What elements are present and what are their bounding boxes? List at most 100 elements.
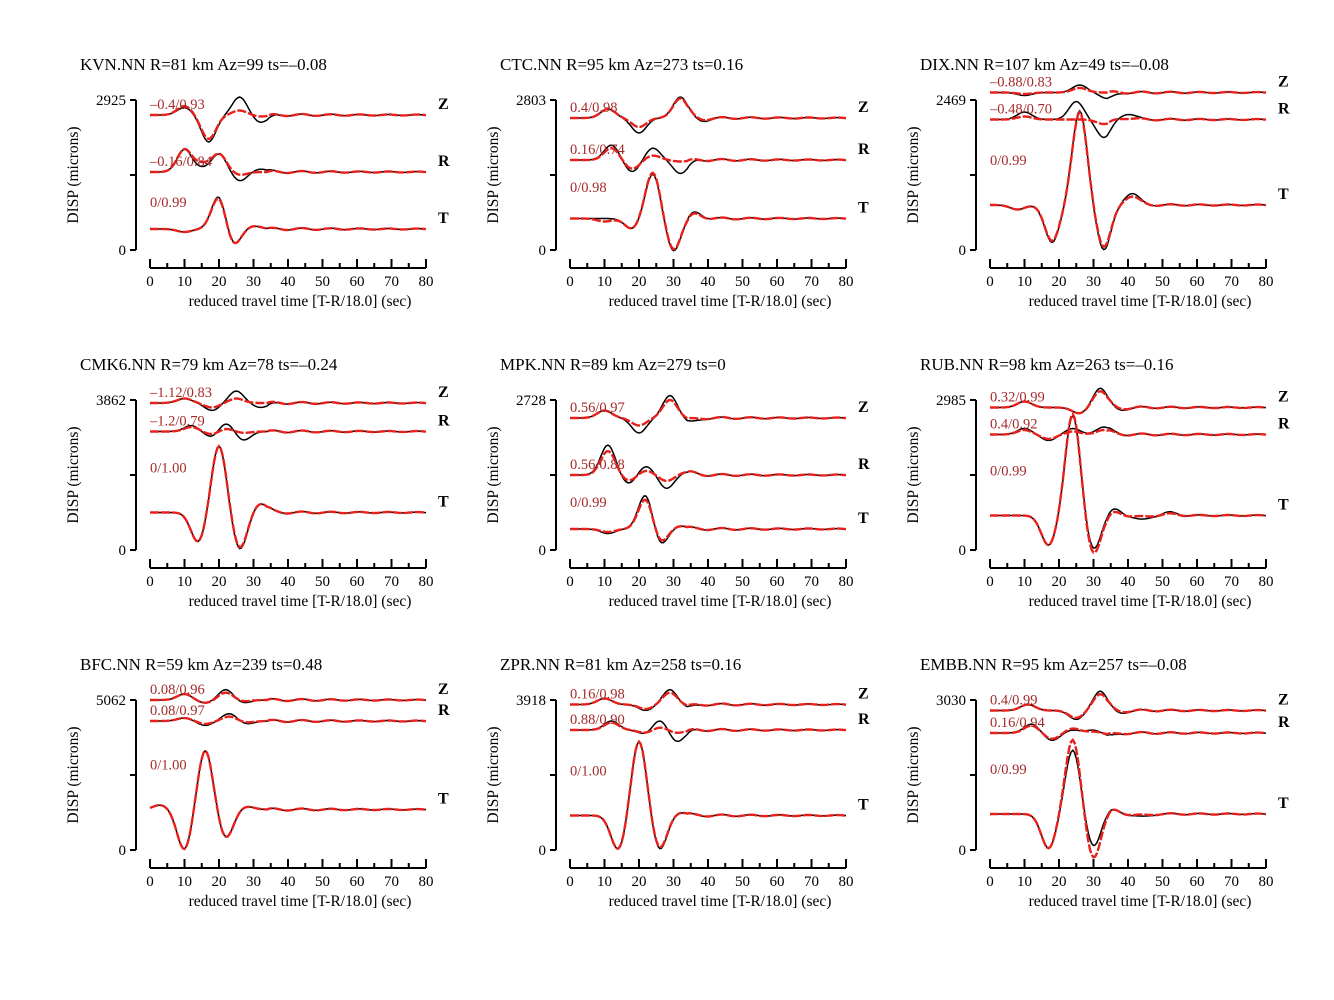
x-tick-label: 70 bbox=[804, 574, 819, 590]
x-tick-label: 80 bbox=[839, 574, 854, 590]
x-axis-label: reduced travel time [T-R/18.0] (sec) bbox=[1029, 893, 1252, 910]
panel-title: EMBB.NN R=95 km Az=257 ts=–0.08 bbox=[920, 655, 1187, 674]
fit-annotation: 0/1.00 bbox=[150, 461, 187, 477]
component-label: R bbox=[438, 702, 450, 719]
x-axis-label: reduced travel time [T-R/18.0] (sec) bbox=[189, 893, 412, 910]
x-tick-label: 20 bbox=[212, 874, 227, 890]
observed-trace-T bbox=[149, 749, 427, 850]
fit-annotation: 0.32/0.99 bbox=[990, 390, 1045, 406]
x-tick-label: 80 bbox=[419, 274, 434, 290]
fit-annotation: 0.08/0.96 bbox=[150, 682, 205, 698]
y-tick-label-min: 0 bbox=[959, 543, 967, 559]
component-label: R bbox=[438, 413, 450, 430]
component-label: Z bbox=[858, 99, 869, 116]
component-label: T bbox=[438, 494, 449, 511]
x-tick-label: 60 bbox=[1190, 874, 1205, 890]
x-axis-label: reduced travel time [T-R/18.0] (sec) bbox=[189, 593, 412, 610]
y-tick-label-min: 0 bbox=[539, 543, 547, 559]
x-tick-label: 70 bbox=[804, 274, 819, 290]
x-tick-label: 10 bbox=[177, 574, 192, 590]
fit-annotation: 0.08/0.97 bbox=[150, 703, 205, 719]
synthetic-trace-R bbox=[990, 115, 1267, 126]
x-tick-label: 60 bbox=[1190, 274, 1205, 290]
synthetic-trace-Z bbox=[150, 397, 427, 409]
x-tick-label: 60 bbox=[770, 574, 785, 590]
x-tick-label: 40 bbox=[281, 274, 296, 290]
synthetic-trace-T bbox=[150, 444, 427, 549]
x-tick-label: 50 bbox=[735, 574, 750, 590]
synthetic-trace-Z bbox=[990, 692, 1267, 720]
y-tick-label-min: 0 bbox=[119, 843, 127, 859]
component-label: R bbox=[858, 456, 870, 473]
fit-annotation: 0/0.99 bbox=[570, 495, 607, 511]
x-tick-label: 0 bbox=[986, 874, 994, 890]
panel-title: BFC.NN R=59 km Az=239 ts=0.48 bbox=[80, 655, 322, 674]
synthetic-trace-Z bbox=[990, 389, 1267, 415]
x-tick-label: 60 bbox=[770, 874, 785, 890]
x-tick-label: 0 bbox=[986, 574, 994, 590]
component-label: Z bbox=[438, 384, 449, 401]
x-tick-label: 30 bbox=[666, 274, 681, 290]
fit-annotation: –1.12/0.83 bbox=[149, 385, 212, 401]
synthetic-trace-T bbox=[150, 197, 427, 245]
component-label: T bbox=[858, 797, 869, 814]
x-tick-label: 50 bbox=[315, 574, 330, 590]
fit-annotation: 0/0.99 bbox=[990, 762, 1027, 778]
observed-trace-T bbox=[990, 109, 1267, 251]
x-tick-label: 40 bbox=[1121, 874, 1136, 890]
y-axis-label: DISP (microns) bbox=[485, 426, 502, 523]
component-label: Z bbox=[858, 399, 869, 416]
fit-annotation: 0.4/0.98 bbox=[570, 100, 618, 116]
synthetic-trace-Z bbox=[570, 691, 847, 711]
x-tick-label: 50 bbox=[1155, 574, 1170, 590]
component-label: R bbox=[1278, 101, 1290, 118]
y-tick-label-max: 2728 bbox=[516, 393, 546, 409]
x-tick-label: 60 bbox=[350, 874, 365, 890]
panel-2: CTC.NN R=95 km Az=273 ts=0.16 2803 0 DISP (… bbox=[485, 55, 870, 310]
fit-annotation: 0/1.00 bbox=[150, 758, 187, 774]
x-tick-label: 80 bbox=[839, 874, 854, 890]
x-tick-label: 20 bbox=[632, 274, 647, 290]
component-label: Z bbox=[1278, 74, 1289, 91]
x-tick-label: 50 bbox=[315, 874, 330, 890]
panel-1: KVN.NN R=81 km Az=99 ts=–0.08 2925 0 DISP (… bbox=[65, 55, 450, 310]
x-tick-label: 20 bbox=[632, 874, 647, 890]
component-label: T bbox=[1278, 186, 1289, 203]
synthetic-trace-T bbox=[570, 171, 847, 251]
x-tick-label: 20 bbox=[632, 574, 647, 590]
observed-trace-T bbox=[570, 740, 847, 850]
x-tick-label: 20 bbox=[212, 574, 227, 590]
x-tick-label: 0 bbox=[146, 274, 154, 290]
x-tick-label: 10 bbox=[1017, 574, 1032, 590]
panel-title: DIX.NN R=107 km Az=49 ts=–0.08 bbox=[920, 55, 1169, 74]
component-label: T bbox=[1278, 795, 1289, 812]
x-tick-label: 70 bbox=[1224, 274, 1239, 290]
panel-3: DIX.NN R=107 km Az=49 ts=–0.08 2469 0 DISP … bbox=[905, 55, 1290, 310]
x-tick-label: 40 bbox=[1121, 274, 1136, 290]
synthetic-trace-R bbox=[570, 146, 847, 170]
x-tick-label: 40 bbox=[1121, 574, 1136, 590]
x-axis-label: reduced travel time [T-R/18.0] (sec) bbox=[189, 293, 412, 310]
x-tick-label: 60 bbox=[350, 574, 365, 590]
fit-annotation: –1.2/0.79 bbox=[149, 414, 205, 430]
y-axis-label: DISP (microns) bbox=[485, 126, 502, 223]
y-tick-label-min: 0 bbox=[539, 843, 547, 859]
x-tick-label: 30 bbox=[1086, 874, 1101, 890]
x-tick-label: 20 bbox=[1052, 274, 1067, 290]
component-label: T bbox=[1278, 497, 1289, 514]
y-tick-label-min: 0 bbox=[959, 243, 967, 259]
component-label: R bbox=[438, 153, 450, 170]
fit-annotation: –0.16/0.84 bbox=[149, 154, 213, 170]
synthetic-trace-Z bbox=[990, 86, 1267, 96]
component-label: R bbox=[1278, 416, 1290, 433]
x-axis-label: reduced travel time [T-R/18.0] (sec) bbox=[609, 593, 832, 610]
x-tick-label: 10 bbox=[597, 574, 612, 590]
x-axis-label: reduced travel time [T-R/18.0] (sec) bbox=[609, 293, 832, 310]
y-axis-label: DISP (microns) bbox=[905, 126, 922, 223]
x-tick-label: 20 bbox=[1052, 874, 1067, 890]
x-tick-label: 0 bbox=[566, 874, 574, 890]
x-tick-label: 70 bbox=[1224, 574, 1239, 590]
panel-8: ZPR.NN R=81 km Az=258 ts=0.16 3918 0 DISP (… bbox=[485, 655, 870, 910]
observed-trace-T bbox=[570, 173, 847, 252]
x-axis-label: reduced travel time [T-R/18.0] (sec) bbox=[609, 893, 832, 910]
